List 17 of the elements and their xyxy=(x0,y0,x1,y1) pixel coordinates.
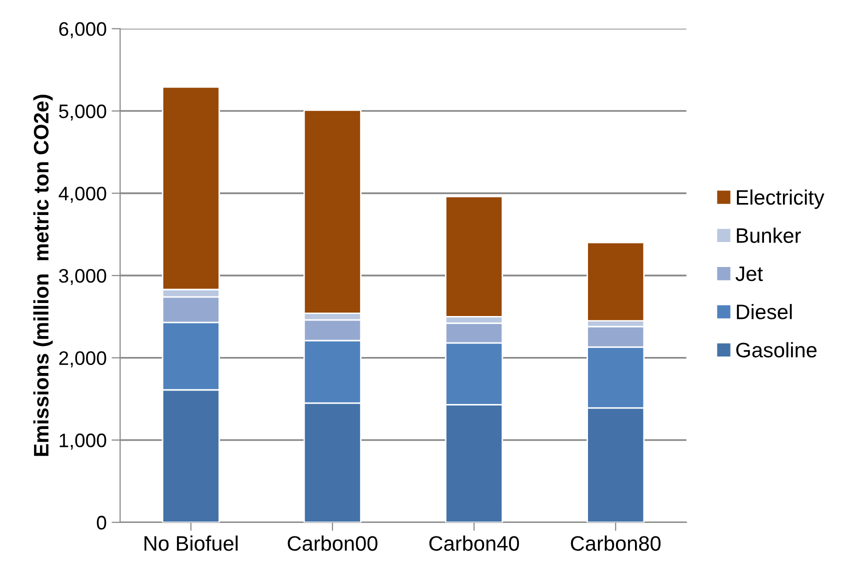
legend-label: Jet xyxy=(736,266,763,282)
y-tick-label: 6,000 xyxy=(59,22,106,38)
legend-label: Gasoline xyxy=(736,342,817,358)
x-tick-label: Carbon40 xyxy=(429,536,519,551)
y-axis-title: Emissions (million metric ton CO2e) xyxy=(33,94,53,456)
y-tick-label: 1,000 xyxy=(60,434,106,450)
legend-label: Bunker xyxy=(736,228,801,243)
legend-label: Diesel xyxy=(736,304,792,320)
y-tick-label: 2,000 xyxy=(59,351,106,368)
x-tick-label: No Biofuel xyxy=(144,536,238,551)
y-tick-label: 3,000 xyxy=(59,268,106,286)
y-tick-label: 5,000 xyxy=(59,104,106,121)
y-tick-label: 4,000 xyxy=(58,186,106,203)
y-tick-label: 0 xyxy=(96,516,106,530)
x-tick-label: Carbon00 xyxy=(288,536,378,551)
x-tick-label: Carbon80 xyxy=(570,536,661,551)
legend-label: Electricity xyxy=(736,189,824,209)
